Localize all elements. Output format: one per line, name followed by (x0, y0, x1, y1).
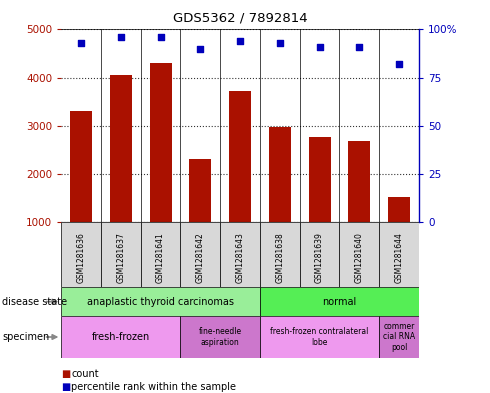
Text: GSM1281644: GSM1281644 (394, 232, 404, 283)
Bar (180, 222, 220, 287)
Point (355, 44, 363, 50)
Text: GSM1281637: GSM1281637 (116, 232, 125, 283)
Bar (190, 160, 211, 222)
Bar (61, 287, 260, 316)
Bar (379, 222, 419, 287)
Bar (348, 141, 370, 222)
Point (196, 46, 204, 52)
Text: anaplastic thyroid carcinomas: anaplastic thyroid carcinomas (87, 297, 234, 307)
Bar (260, 316, 379, 358)
Bar (61, 222, 101, 287)
Bar (61, 316, 180, 358)
Bar (149, 63, 171, 222)
Bar (309, 137, 331, 222)
Text: GSM1281642: GSM1281642 (196, 232, 205, 283)
Text: percentile rank within the sample: percentile rank within the sample (71, 382, 236, 392)
Text: fresh-frozen: fresh-frozen (92, 332, 150, 342)
Text: GSM1281641: GSM1281641 (156, 232, 165, 283)
Text: disease state: disease state (2, 297, 68, 307)
Text: ■: ■ (61, 382, 71, 392)
Bar (260, 222, 300, 287)
Bar (141, 222, 180, 287)
Bar (260, 287, 419, 316)
Bar (110, 75, 132, 222)
Point (276, 40, 284, 46)
Text: fresh-frozen contralateral
lobe: fresh-frozen contralateral lobe (270, 327, 369, 347)
Text: specimen: specimen (2, 332, 49, 342)
Text: commer
cial RNA
pool: commer cial RNA pool (383, 322, 415, 352)
Point (395, 61, 403, 67)
Bar (220, 222, 260, 287)
Point (316, 44, 323, 50)
Bar (229, 91, 251, 222)
Bar (388, 197, 410, 222)
Text: GSM1281639: GSM1281639 (315, 232, 324, 283)
Point (157, 34, 165, 40)
Text: GSM1281638: GSM1281638 (275, 232, 284, 283)
Text: count: count (71, 369, 98, 379)
Text: normal: normal (322, 297, 357, 307)
Point (117, 34, 125, 40)
Bar (340, 222, 379, 287)
Text: GSM1281640: GSM1281640 (355, 232, 364, 283)
Point (236, 38, 244, 44)
Text: fine-needle
aspiration: fine-needle aspiration (198, 327, 242, 347)
Bar (269, 127, 291, 222)
Text: GDS5362 / 7892814: GDS5362 / 7892814 (173, 12, 307, 25)
Text: GSM1281636: GSM1281636 (76, 232, 86, 283)
Bar (180, 316, 260, 358)
Bar (379, 316, 419, 358)
Bar (101, 222, 141, 287)
Bar (300, 222, 340, 287)
Point (77, 40, 85, 46)
Text: ■: ■ (61, 369, 71, 379)
Bar (70, 111, 92, 222)
Text: GSM1281643: GSM1281643 (236, 232, 245, 283)
